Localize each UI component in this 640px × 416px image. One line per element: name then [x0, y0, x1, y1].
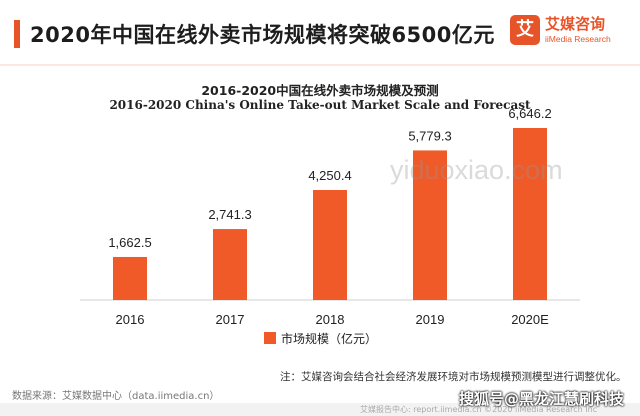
legend-label: 市场规模（亿元） — [281, 331, 378, 346]
chart-note: 注：艾媒咨询会结合社会经济发展环境对市场规模预测模型进行调整优化。 — [280, 371, 627, 383]
bar-2018 — [313, 190, 347, 300]
data-label-2017: 2,741.3 — [208, 207, 251, 222]
bar-2020E — [513, 128, 547, 300]
x-tick-label-2020E: 2020E — [511, 312, 549, 327]
data-label-2016: 1,662.5 — [108, 235, 151, 250]
x-tick-label-2019: 2019 — [416, 312, 445, 327]
header-divider — [0, 64, 640, 66]
logo-name-en: iiMedia Research — [545, 34, 611, 44]
chart-title: 2016-2020中国在线外卖市场规模及预测 — [201, 83, 439, 98]
title-accent-bar — [14, 20, 20, 48]
watermark: yiduoxiao.com — [390, 155, 563, 185]
data-label-2019: 5,779.3 — [408, 128, 451, 143]
bar-2016 — [113, 256, 147, 300]
legend-swatch — [264, 332, 276, 344]
bar-2017 — [213, 229, 247, 300]
footer-text: 艾媒报告中心: report.iimedia.cn ©2020 iiMedia … — [360, 405, 598, 414]
data-label-2018: 4,250.4 — [308, 168, 351, 183]
page-title: 2020年中国在线外卖市场规模将突破6500亿元 — [30, 23, 495, 47]
data-source: 数据来源：艾媒数据中心（data.iimedia.cn） — [12, 391, 220, 402]
logo-mark-icon: 艾 — [510, 15, 540, 45]
logo-name-cn: 艾媒咨询 — [545, 15, 606, 33]
chart-subtitle: 2016-2020 China's Online Take-out Market… — [109, 98, 531, 112]
brand-logo: 艾 艾媒咨询 iiMedia Research — [510, 12, 630, 52]
data-label-2020E: 6,646.2 — [508, 106, 551, 121]
page-header: 2020年中国在线外卖市场规模将突破6500亿元 艾 艾媒咨询 iiMedia … — [0, 0, 640, 64]
overlay-tag: 搜狐号@黑龙江慧刷科技 — [459, 390, 625, 408]
chart-legend: 市场规模（亿元） — [264, 330, 377, 346]
footer-bar: 艾媒报告中心: report.iimedia.cn ©2020 iiMedia … — [0, 403, 640, 416]
bar-2019 — [413, 150, 447, 300]
x-tick-label-2018: 2018 — [316, 312, 345, 327]
x-tick-label-2016: 2016 — [116, 312, 145, 327]
x-tick-label-2017: 2017 — [216, 312, 245, 327]
